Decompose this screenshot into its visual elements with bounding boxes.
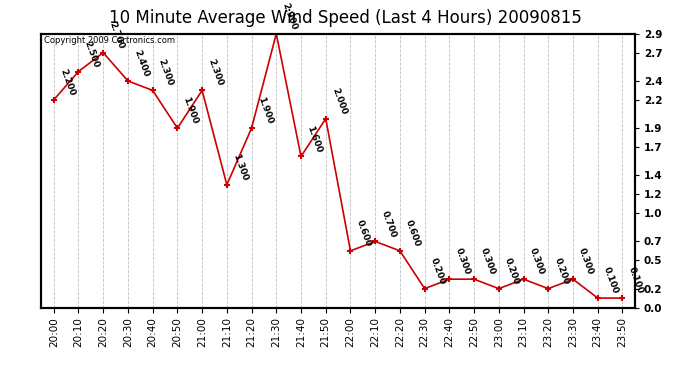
Text: Copyright 2009 Cartronics.com: Copyright 2009 Cartronics.com bbox=[44, 36, 175, 45]
Text: 0.300: 0.300 bbox=[528, 247, 546, 276]
Text: 0.300: 0.300 bbox=[577, 247, 595, 276]
Text: 1.900: 1.900 bbox=[256, 96, 274, 125]
Text: 0.600: 0.600 bbox=[404, 219, 422, 248]
Text: 1.600: 1.600 bbox=[305, 124, 323, 154]
Text: 0.100: 0.100 bbox=[627, 266, 644, 295]
Text: 2.900: 2.900 bbox=[280, 2, 299, 31]
Text: 2.200: 2.200 bbox=[58, 68, 76, 97]
Text: 0.300: 0.300 bbox=[453, 247, 471, 276]
Text: 0.300: 0.300 bbox=[478, 247, 496, 276]
Text: 0.200: 0.200 bbox=[428, 256, 447, 286]
Text: 1.900: 1.900 bbox=[181, 96, 199, 125]
Text: 2.300: 2.300 bbox=[157, 58, 175, 88]
Text: 2.400: 2.400 bbox=[132, 48, 150, 78]
Text: 0.600: 0.600 bbox=[355, 219, 373, 248]
Text: 0.700: 0.700 bbox=[380, 209, 397, 238]
Text: 1.300: 1.300 bbox=[231, 153, 249, 182]
Text: 2.000: 2.000 bbox=[330, 87, 348, 116]
Text: 2.700: 2.700 bbox=[108, 20, 126, 50]
Text: 0.200: 0.200 bbox=[553, 256, 571, 286]
Text: 0.200: 0.200 bbox=[503, 256, 521, 286]
Text: 10 Minute Average Wind Speed (Last 4 Hours) 20090815: 10 Minute Average Wind Speed (Last 4 Hou… bbox=[108, 9, 582, 27]
Text: 2.500: 2.500 bbox=[83, 39, 101, 69]
Text: 2.300: 2.300 bbox=[206, 58, 224, 88]
Text: 0.100: 0.100 bbox=[602, 266, 620, 295]
